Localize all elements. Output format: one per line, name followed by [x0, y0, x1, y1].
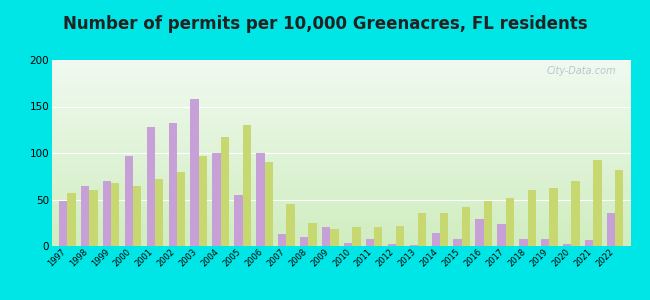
Bar: [454, 238, 462, 246]
Bar: [155, 179, 163, 246]
Bar: [497, 224, 506, 246]
Bar: [484, 201, 492, 246]
Bar: [59, 201, 68, 246]
Bar: [475, 219, 484, 246]
Bar: [387, 244, 396, 246]
Bar: [374, 227, 382, 246]
Bar: [242, 125, 251, 246]
Bar: [528, 190, 536, 246]
Bar: [199, 156, 207, 246]
Text: City-Data.com: City-Data.com: [547, 66, 616, 76]
Bar: [506, 198, 514, 246]
Bar: [519, 239, 528, 246]
Bar: [221, 137, 229, 246]
Bar: [133, 185, 142, 246]
Bar: [190, 99, 199, 246]
Bar: [593, 160, 602, 246]
Bar: [462, 207, 470, 246]
Text: Number of permits per 10,000 Greenacres, FL residents: Number of permits per 10,000 Greenacres,…: [62, 15, 588, 33]
Bar: [308, 223, 317, 246]
Bar: [563, 244, 571, 246]
Bar: [234, 195, 242, 246]
Bar: [585, 240, 593, 246]
Bar: [265, 162, 273, 246]
Bar: [396, 226, 404, 246]
Bar: [410, 245, 418, 246]
Bar: [125, 156, 133, 246]
Bar: [366, 238, 374, 246]
Bar: [168, 123, 177, 246]
Bar: [278, 234, 287, 246]
Bar: [103, 181, 111, 246]
Bar: [322, 227, 330, 246]
Bar: [213, 153, 221, 246]
Bar: [147, 127, 155, 246]
Bar: [541, 239, 549, 246]
Bar: [432, 233, 440, 246]
Bar: [607, 214, 615, 246]
Bar: [300, 237, 308, 246]
Bar: [330, 229, 339, 246]
Bar: [256, 153, 265, 246]
Bar: [177, 172, 185, 246]
Bar: [549, 188, 558, 246]
Bar: [571, 181, 580, 246]
Bar: [440, 212, 448, 246]
Bar: [615, 170, 623, 246]
Bar: [344, 243, 352, 246]
Bar: [68, 193, 75, 246]
Bar: [89, 190, 98, 246]
Bar: [352, 227, 361, 246]
Bar: [287, 204, 295, 246]
Bar: [111, 183, 120, 246]
Bar: [81, 185, 89, 246]
Bar: [418, 214, 426, 246]
